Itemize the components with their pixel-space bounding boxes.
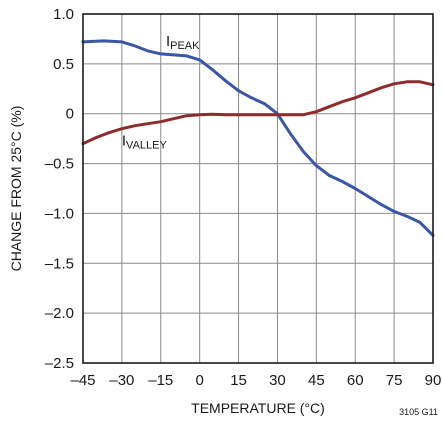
y-tick-label: –2.0 (45, 305, 74, 322)
x-tick-label: –30 (109, 372, 134, 389)
plot-frame (82, 13, 434, 364)
x-tick-label: –15 (148, 372, 173, 389)
series-lines (81, 39, 435, 237)
y-tick-label: 0.5 (53, 56, 74, 73)
y-tick-label: –2.5 (45, 355, 74, 372)
grid (82, 13, 434, 364)
x-tick-label: 45 (308, 372, 325, 389)
x-tick-label: 15 (230, 372, 247, 389)
figure-code: 3105 G11 (399, 407, 438, 417)
peak-series-line (81, 39, 435, 237)
valley-series-line (81, 80, 435, 146)
y-tick-label: 1.0 (53, 6, 74, 23)
x-tick-label: 60 (347, 372, 364, 389)
y-tick-labels: 1.0 0.5 0 –0.5 –1.0 –1.5 –2.0 –2.5 (45, 6, 74, 372)
peak-series-label: IPEAK (166, 33, 200, 52)
y-axis-label: CHANGE FROM 25°C (%) (8, 106, 24, 272)
x-tick-label: 0 (195, 372, 203, 389)
x-tick-label: –45 (70, 372, 95, 389)
peak-label-sub: PEAK (170, 40, 200, 52)
y-tick-label: –1.5 (45, 255, 74, 272)
y-tick-label: –1.0 (45, 205, 74, 222)
valley-series-label: IVALLEY (122, 133, 168, 152)
y-tick-label: –0.5 (45, 156, 74, 173)
peak-label-main: I (166, 33, 170, 50)
x-tick-label: 75 (386, 372, 403, 389)
valley-label-main: I (122, 133, 126, 150)
valley-label-sub: VALLEY (126, 140, 167, 152)
x-tick-label: 30 (269, 372, 286, 389)
y-tick-label: 0 (66, 106, 74, 123)
x-axis-label: TEMPERATURE (°C) (191, 400, 325, 416)
x-tick-label: 90 (425, 372, 442, 389)
x-tick-labels: –45 –30 –15 0 15 30 45 60 75 90 (70, 372, 441, 389)
